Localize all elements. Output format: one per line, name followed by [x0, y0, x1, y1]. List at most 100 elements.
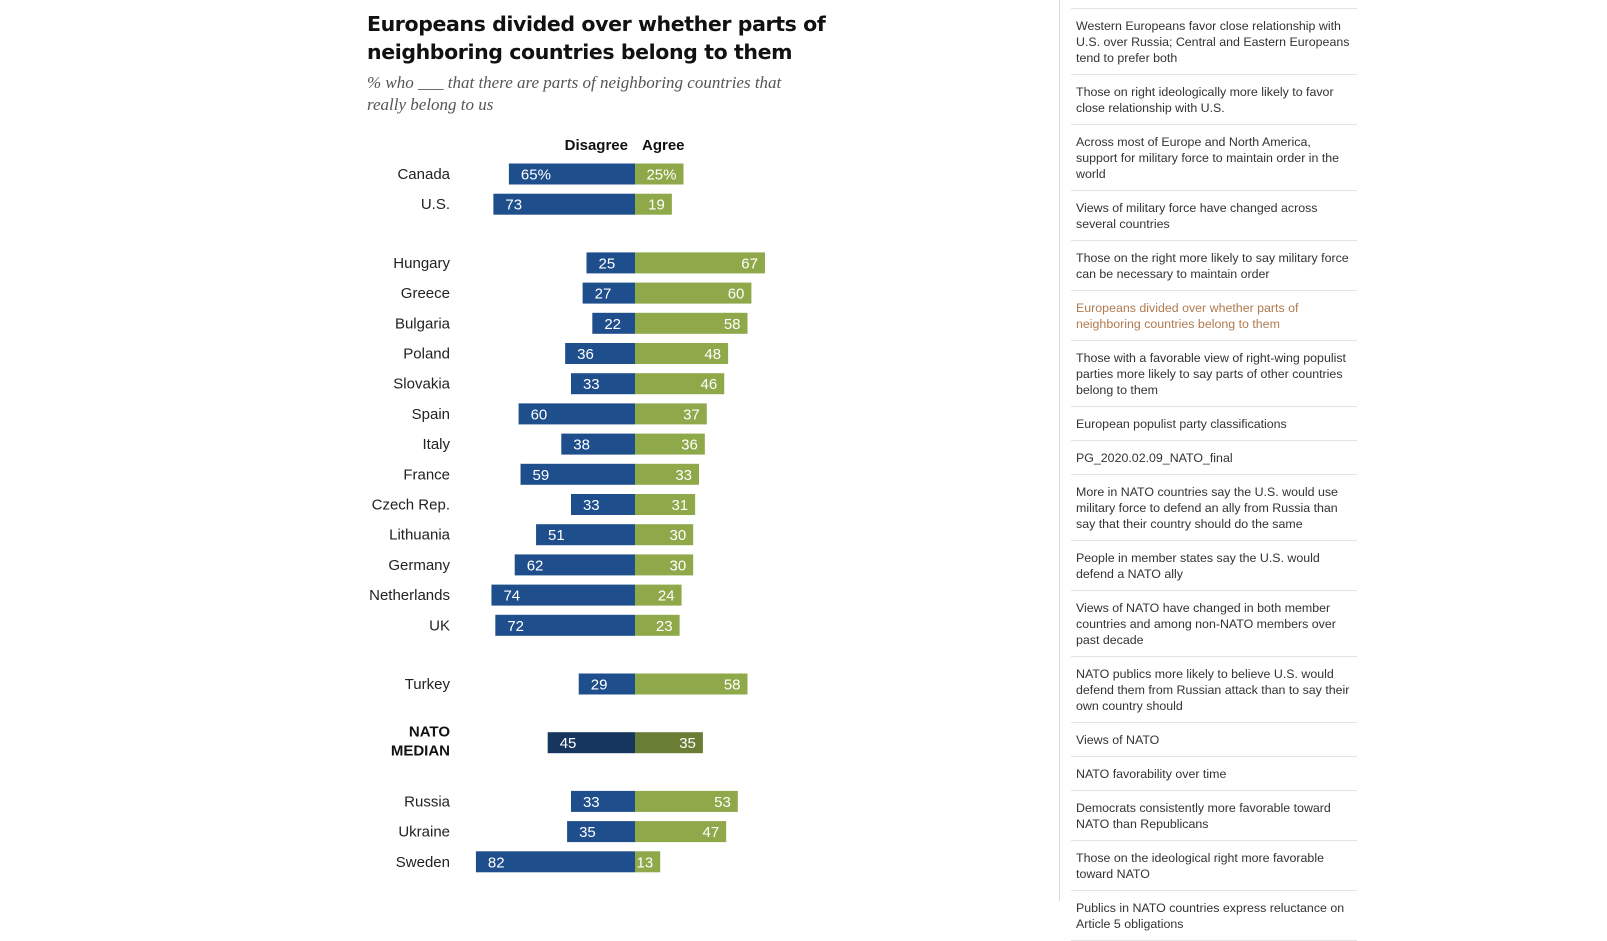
chart-title: Europeans divided over whether parts of …	[367, 12, 826, 64]
sidebar-item[interactable]: European populist party classifications	[1071, 407, 1357, 441]
category-label: Sweden	[396, 854, 450, 871]
value-label-disagree: 22	[604, 316, 621, 333]
sidebar-item[interactable]: Those with a favorable view of right-win…	[1071, 341, 1357, 407]
sidebar-item[interactable]: Publics in NATO countries express reluct…	[1071, 891, 1357, 941]
value-label-disagree: 33	[583, 376, 600, 393]
value-label-agree: 31	[671, 497, 688, 514]
value-label-disagree: 62	[527, 557, 544, 574]
sidebar-item[interactable]: Views of NATO have changed in both membe…	[1071, 591, 1357, 657]
value-label-disagree: 74	[503, 588, 520, 605]
bar-disagree	[578, 673, 635, 695]
value-label-disagree: 82	[488, 854, 505, 871]
value-label-disagree: 72	[507, 618, 524, 635]
bar-agree	[635, 433, 705, 455]
bar-disagree	[592, 312, 635, 334]
sidebar-item[interactable]: PG_2020.02.09_NATO_final	[1071, 441, 1357, 475]
bar-agree	[635, 614, 680, 636]
bar-agree	[635, 252, 765, 274]
category-label: Czech Rep.	[372, 497, 450, 514]
value-label-agree: 48	[704, 346, 721, 363]
chart-panel: Europeans divided over whether parts of …	[367, 12, 826, 873]
value-label-agree: 58	[724, 316, 741, 333]
value-label-agree: 33	[675, 467, 692, 484]
bar-agree	[635, 554, 694, 576]
value-label-disagree: 38	[573, 437, 590, 454]
category-label: Turkey	[405, 676, 451, 693]
category-label: France	[403, 466, 450, 483]
bar-disagree	[570, 494, 635, 515]
bar-disagree	[547, 732, 635, 754]
category-label: Ukraine	[398, 824, 450, 841]
category-label: Slovakia	[393, 376, 450, 393]
bar-agree	[635, 851, 661, 873]
value-label-disagree: 33	[583, 497, 600, 514]
bar-agree	[635, 163, 684, 185]
bar-agree	[635, 732, 703, 754]
sidebar-item[interactable]: NATO publics more likely to believe U.S.…	[1071, 657, 1357, 723]
value-label-agree: 36	[681, 437, 698, 454]
value-label-agree: 35	[679, 735, 696, 752]
value-label-agree: 67	[741, 255, 758, 272]
category-label: Lithuania	[389, 527, 451, 544]
category-label: Poland	[403, 346, 450, 363]
bar-agree	[635, 193, 672, 215]
value-label-agree: 25%	[646, 167, 676, 184]
category-label: Italy	[422, 436, 450, 453]
value-label-disagree: 65%	[521, 167, 551, 184]
value-label-agree: 53	[714, 794, 731, 811]
bar-agree	[635, 463, 700, 485]
bar-disagree	[536, 524, 635, 546]
bar-agree	[635, 312, 748, 334]
category-label: Canada	[397, 166, 450, 183]
bar-disagree	[570, 790, 635, 812]
bar-disagree	[508, 163, 635, 185]
value-label-agree: 58	[724, 677, 741, 694]
category-label: Greece	[401, 285, 450, 302]
bar-agree	[635, 790, 738, 812]
chart-subtitle: % who ___ that there are parts of neighb…	[367, 73, 782, 114]
value-label-agree: 13	[637, 854, 654, 871]
sidebar-item[interactable]: Those on the right more likely to say mi…	[1071, 241, 1357, 291]
legend-agree: Agree	[642, 137, 685, 154]
sidebar-item[interactable]: Western Europeans favor close relationsh…	[1071, 9, 1357, 75]
category-label: U.S.	[421, 196, 450, 213]
bars-group: Canada 65% 25% U.S. 73 19 Hungary 25 67 Greece 27 6…	[369, 163, 765, 873]
value-label-disagree: 59	[533, 467, 550, 484]
value-label-disagree: 33	[583, 794, 600, 811]
bar-disagree	[491, 584, 635, 606]
value-label-disagree: 25	[599, 255, 616, 272]
sidebar-item[interactable]: Views of military force have changed acr…	[1071, 191, 1357, 241]
category-label: Russia	[404, 793, 451, 810]
bar-agree	[635, 343, 729, 364]
value-label-agree: 23	[656, 618, 673, 635]
value-label-agree: 60	[728, 286, 745, 303]
value-label-disagree: 29	[591, 677, 608, 694]
sidebar-item[interactable]: Those on right ideologically more likely…	[1071, 75, 1357, 125]
category-label: Bulgaria	[395, 315, 451, 332]
bar-disagree	[567, 821, 635, 843]
bar-disagree	[582, 282, 635, 304]
legend-disagree: Disagree	[565, 137, 628, 154]
value-label-agree: 30	[670, 557, 687, 574]
sidebar-item[interactable]: Views of NATO	[1071, 723, 1357, 757]
sidebar-item[interactable]: People in member states say the U.S. wou…	[1071, 541, 1357, 591]
bar-disagree	[518, 403, 635, 425]
sidebar-item-active[interactable]: Europeans divided over whether parts of …	[1071, 291, 1357, 341]
value-label-disagree: 45	[560, 735, 577, 752]
bar-agree	[635, 282, 752, 304]
sidebar-item[interactable]: NATO favorability over time	[1071, 757, 1357, 791]
bar-agree	[635, 494, 696, 515]
bar-disagree	[561, 433, 635, 455]
bar-agree	[635, 584, 682, 606]
category-label-line: MEDIAN	[391, 743, 450, 760]
bar-disagree	[514, 554, 635, 576]
sidebar-item[interactable]: Across most of Europe and North America,…	[1071, 125, 1357, 191]
sidebar-item[interactable]: Those on the ideological right more favo…	[1071, 841, 1357, 891]
category-label: Spain	[412, 406, 450, 423]
value-label-agree: 47	[702, 824, 719, 841]
diverging-bar-chart: Disagree Agree Canada 65% 25% U.S. 73 19 Hunga…	[369, 137, 765, 873]
sidebar-item[interactable]: More in NATO countries say the U.S. woul…	[1071, 475, 1357, 541]
bar-disagree	[520, 463, 635, 485]
sidebar-item[interactable]: Democrats consistently more favorable to…	[1071, 791, 1357, 841]
value-label-agree: 37	[683, 406, 700, 423]
